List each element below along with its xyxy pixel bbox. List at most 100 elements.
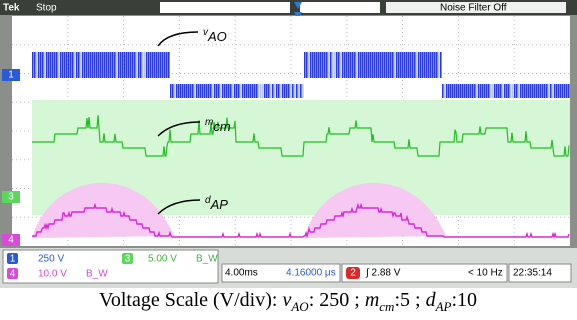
caption: Voltage Scale (V/div): vAO: 250 ; mcm:5 … [99,289,477,314]
ch1-trace [438,52,440,78]
ch1-trace [520,84,522,98]
ch4-marker-label: 4 [8,235,14,246]
ch1-trace [468,84,470,98]
ch1-trace [118,52,120,78]
ch1-trace [60,52,62,78]
ch1-trace [158,52,160,78]
ch1-trace [350,52,352,78]
ch1-trace [84,52,86,78]
ch1-trace [304,52,306,78]
ch1-trace [332,52,334,78]
ch3-scale: 5.00 V [148,254,177,265]
ch1-trace [514,84,516,98]
ch1-trace [296,84,298,98]
ch1-trace [108,52,110,78]
ch1-trace [228,84,230,98]
ch1-trace [288,84,290,98]
ch1-trace [564,84,566,98]
oscilloscope: Tek Stop Noise Filter Off 1 3 4 vAO mcm … [0,0,577,288]
ch1-trace [336,52,338,78]
ch1-trace [440,52,442,78]
ch1-trace [328,52,330,78]
ch1-trace [72,52,74,78]
channel-box [3,250,218,283]
ch1-trace [94,52,96,78]
ch3-number: 3 [125,254,131,265]
ch1-trace [542,84,544,98]
ch1-trace [70,52,72,78]
ch1-trace [282,84,284,98]
ch1-trace [116,52,118,78]
ch1-trace [120,52,122,78]
ch1-trace [376,52,378,78]
ch1-trace [320,52,322,78]
ch1-trace [312,52,314,78]
ch1-trace [176,84,178,98]
ch1-trace [276,84,278,98]
ch1-trace [554,84,556,98]
ch1-trace [448,84,450,98]
ch1-trace [286,84,288,98]
ch1-trace [374,52,376,78]
ch1-trace [344,52,346,78]
ch1-trace [416,52,418,78]
ch1-trace [230,84,232,98]
ch1-trace [226,84,228,98]
ch1-trace [160,52,162,78]
ch1-trace [136,52,138,78]
ch1-trace [196,84,198,98]
ch1-trace [132,52,134,78]
ch1-trace [568,84,570,98]
ch1-trace [150,52,152,78]
ch1-trace [488,84,490,98]
ch1-trace [280,84,282,98]
ch1-trace [98,52,100,78]
ch1-trace [284,84,286,98]
ch1-trace [302,84,304,98]
ch1-trace [560,84,562,98]
ch1-trace [516,84,518,98]
ch1-trace [250,84,252,98]
ch1-trace [502,84,504,98]
ch1-trace [372,52,374,78]
ch1-trace [496,84,498,98]
ch1-trace [490,84,492,98]
ch1-trace [546,84,548,98]
ch1-trace [36,52,38,78]
ch1-trace [258,84,260,98]
ch3-marker-label: 3 [8,192,14,203]
ch1-trace [164,52,166,78]
ch1-trace [194,84,196,98]
ch1-trace [548,84,550,98]
ch4-scale: 10.0 V [38,269,67,280]
ch1-trace [268,84,270,98]
ch1-trace [510,84,512,98]
ch1-trace [458,84,460,98]
ch1-trace [518,84,520,98]
ch1-trace [348,52,350,78]
ch1-trace [316,52,318,78]
ch1-trace [144,52,146,78]
ch1-trace [204,84,206,98]
ch1-trace [168,52,170,78]
ch1-trace [290,84,292,98]
ch1-trace [82,52,84,78]
ch1-trace [480,84,482,98]
ch1-trace [32,52,34,78]
clock: 22:35:14 [513,268,552,279]
record-bar [300,2,380,13]
ch1-trace [466,84,468,98]
ch1-trace [308,52,310,78]
ch1-trace [76,52,78,78]
ch1-trace [566,84,568,98]
ch1-trace [428,52,430,78]
ch1-trace [200,84,202,98]
ch1-trace [356,52,358,78]
ch1-trace [170,84,172,98]
ch1-trace [246,84,248,98]
ch1-trace [124,52,126,78]
position: 4.16000 μs [286,268,336,279]
ch1-trace [472,84,474,98]
ch1-trace [342,52,344,78]
run-status: Stop [36,3,57,14]
